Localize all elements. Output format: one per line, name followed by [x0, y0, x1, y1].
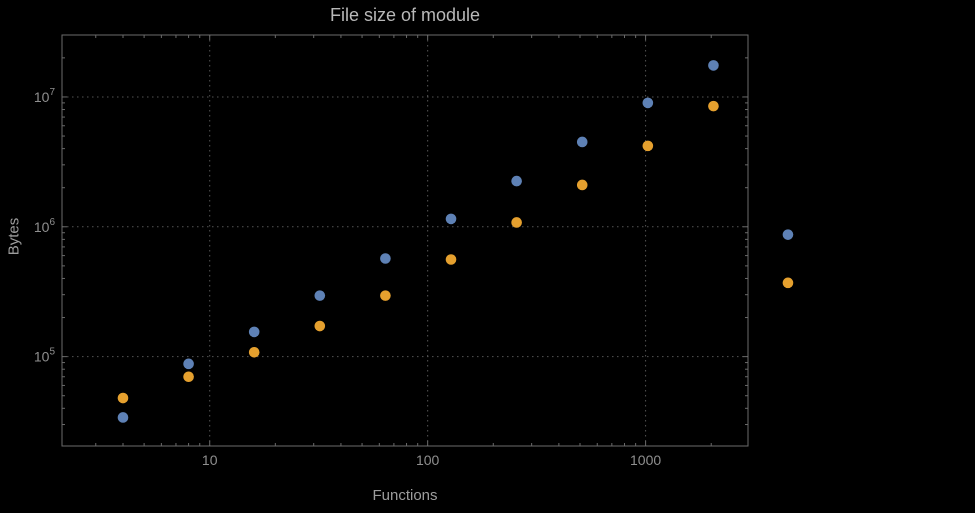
- y-tick-label: 107: [34, 87, 56, 105]
- data-point: [576, 136, 588, 148]
- data-point: [445, 254, 457, 265]
- plot-frame: [61, 34, 749, 447]
- data-point: [782, 229, 794, 240]
- series-series-blue: [117, 60, 794, 423]
- y-tick-labels: 105 106 107: [34, 87, 56, 365]
- data-point: [445, 213, 457, 225]
- data-point: [576, 179, 588, 191]
- axis-ticks: [62, 34, 748, 446]
- data-point: [248, 346, 260, 358]
- x-tick-labels: 10 100 1000: [202, 452, 661, 468]
- grid-lines: [62, 35, 748, 446]
- data-point: [314, 320, 326, 332]
- data-point: [642, 97, 654, 109]
- data-point: [511, 217, 522, 228]
- chart-title: File size of module: [329, 5, 481, 25]
- data-point: [380, 253, 391, 264]
- x-tick-label: 100: [416, 452, 440, 468]
- data-point: [708, 100, 719, 112]
- data-point: [642, 140, 654, 152]
- data-point: [782, 277, 794, 289]
- y-tick-label: 106: [34, 217, 56, 235]
- x-tick-label: 10: [202, 452, 218, 468]
- data-point: [117, 412, 129, 423]
- x-tick-label: 1000: [630, 452, 661, 468]
- y-tick-label: 105: [34, 347, 56, 365]
- data-point: [183, 358, 194, 370]
- data-point: [117, 392, 129, 404]
- x-axis-label: Functions: [372, 487, 438, 504]
- data-point: [380, 290, 391, 301]
- y-axis-label: Bytes: [5, 217, 23, 256]
- data-point: [248, 326, 260, 338]
- data-point: [708, 60, 719, 71]
- series-series-orange: [117, 100, 794, 404]
- data-point: [183, 371, 194, 383]
- data-point: [314, 290, 326, 301]
- data-point: [511, 175, 522, 187]
